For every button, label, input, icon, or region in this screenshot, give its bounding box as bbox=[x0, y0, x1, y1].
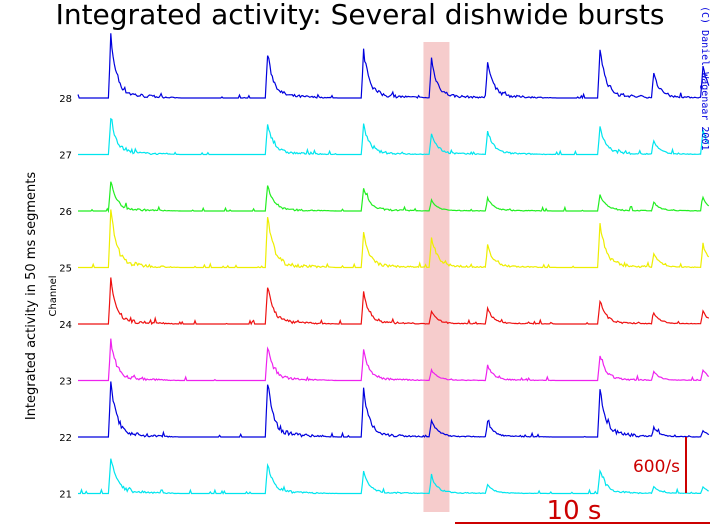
channel-21-trace bbox=[78, 458, 709, 495]
channel-tick-label: 21 bbox=[59, 490, 72, 501]
channel-23-trace bbox=[78, 338, 710, 382]
highlighted-burst-band bbox=[423, 42, 450, 512]
channel-26-trace bbox=[78, 181, 710, 214]
channel-tick-label: 25 bbox=[59, 264, 72, 275]
channel-22-trace bbox=[78, 381, 710, 438]
y-scale-label: 600/s bbox=[633, 457, 680, 477]
channel-tick-label: 26 bbox=[59, 207, 72, 218]
channel-tick-label: 24 bbox=[59, 320, 72, 331]
y-axis-label: Integrated activity in 50 ms segments bbox=[24, 172, 39, 421]
chart-title: Integrated activity: Several dishwide bu… bbox=[56, 0, 665, 31]
copyright-text: (C) Daniel Wagenaar 2001 bbox=[699, 6, 710, 151]
channel-label: Channel bbox=[48, 275, 59, 316]
x-scale-label: 10 s bbox=[547, 496, 602, 526]
channel-tick-label: 27 bbox=[59, 151, 72, 162]
channel-27-trace bbox=[78, 117, 710, 156]
channel-28-trace bbox=[77, 33, 710, 100]
channel-tick-label: 23 bbox=[59, 377, 72, 388]
channel-25-trace bbox=[78, 209, 710, 269]
channel-tick-label: 22 bbox=[59, 433, 72, 444]
channel-24-trace bbox=[78, 277, 710, 326]
channel-tick-label: 28 bbox=[59, 94, 72, 105]
